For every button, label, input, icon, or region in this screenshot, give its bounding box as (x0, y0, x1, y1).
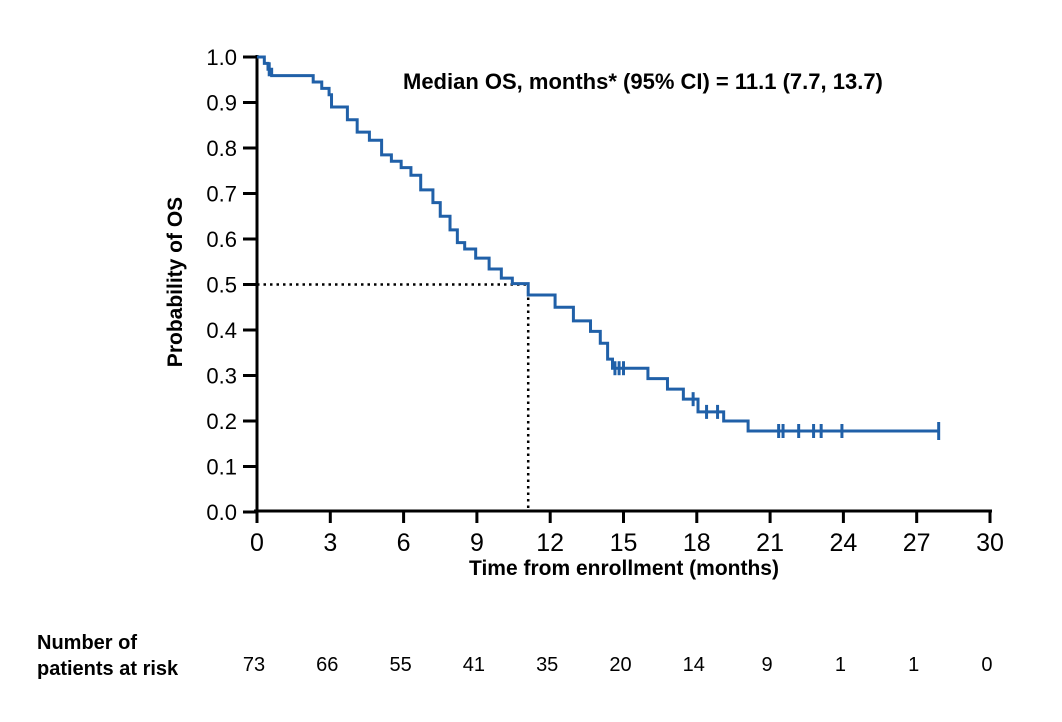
number-at-risk-label: Number of patients at risk (37, 630, 178, 682)
y-tick-label: 0.4 (206, 318, 237, 343)
x-axis-title: Time from enrollment (months) (469, 557, 779, 580)
y-axis-title: Probability of OS (164, 196, 187, 368)
risk-count: 14 (683, 654, 705, 676)
number-at-risk-label-line1: Number of (37, 632, 137, 654)
risk-count: 1 (908, 654, 919, 676)
risk-count: 0 (981, 654, 992, 676)
risk-count: 41 (463, 654, 485, 676)
y-tick-label: 0.2 (206, 409, 237, 434)
number-at-risk-label-line2: patients at risk (37, 658, 179, 680)
y-tick-label: 0.1 (206, 455, 237, 480)
x-tick-label: 27 (903, 529, 931, 557)
median-os-annotation: Median OS, months* (95% CI) = 11.1 (7.7,… (403, 69, 883, 94)
km-step-curve (257, 55, 939, 433)
risk-count: 20 (609, 654, 631, 676)
risk-count: 1 (835, 654, 846, 676)
y-tick-label: 0.8 (206, 136, 237, 161)
x-tick-label: 0 (250, 529, 264, 557)
x-tick-label: 18 (683, 529, 711, 557)
x-tick-label: 30 (976, 529, 1004, 557)
y-tick-label: 0.0 (206, 500, 237, 525)
x-tick-label: 9 (470, 529, 484, 557)
risk-count: 9 (762, 654, 773, 676)
x-tick-label: 6 (397, 529, 411, 557)
y-tick-label: 0.3 (206, 364, 237, 389)
y-tick-label: 1.0 (206, 45, 237, 70)
x-tick-label: 24 (829, 529, 857, 557)
x-tick-label: 15 (610, 529, 638, 557)
y-tick-label: 0.9 (206, 91, 237, 116)
risk-count: 66 (316, 654, 338, 676)
y-tick-label: 0.7 (206, 182, 237, 207)
y-tick-label: 0.6 (206, 227, 237, 252)
risk-count: 35 (536, 654, 558, 676)
risk-count: 73 (243, 654, 265, 676)
x-tick-label: 12 (536, 529, 564, 557)
x-tick-label: 21 (756, 529, 784, 557)
y-tick-label: 0.5 (206, 273, 237, 298)
risk-count: 55 (389, 654, 411, 676)
x-tick-label: 3 (323, 529, 337, 557)
